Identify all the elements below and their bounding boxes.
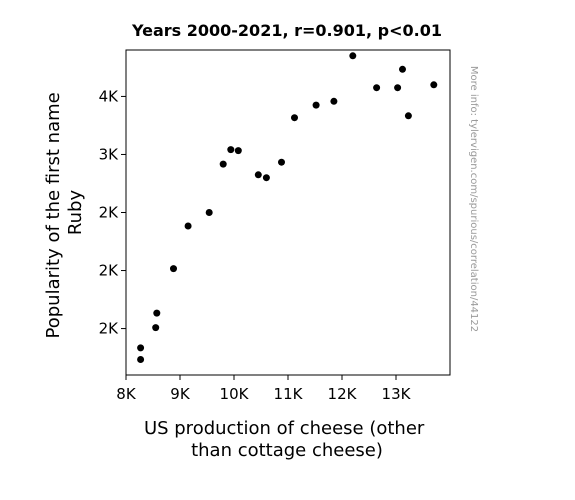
data-point-5 bbox=[184, 222, 192, 230]
x-tick-label-0: 8K bbox=[116, 385, 137, 403]
data-point-0 bbox=[137, 356, 145, 363]
data-point-14 bbox=[312, 101, 320, 109]
data-point-18 bbox=[394, 84, 402, 92]
data-point-6 bbox=[205, 209, 213, 216]
data-point-15 bbox=[330, 97, 338, 105]
x-axis-ticks: 8K 9K 10K 11K 12K 13K bbox=[116, 375, 412, 403]
data-point-4 bbox=[170, 265, 177, 273]
data-point-16 bbox=[349, 52, 357, 60]
data-point-19 bbox=[399, 65, 406, 73]
data-point-8 bbox=[227, 146, 235, 154]
data-point-13 bbox=[291, 114, 298, 122]
y-axis-ticks: 2K 2K 2K 3K 4K bbox=[99, 87, 126, 338]
x-tick-label-4: 12K bbox=[328, 385, 358, 403]
x-tick-label-5: 13K bbox=[382, 385, 412, 403]
data-point-7 bbox=[219, 160, 227, 168]
watermark: More info: tylervigen.com/spurious/corre… bbox=[468, 66, 479, 332]
y-tick-label-2: 2K bbox=[99, 204, 120, 222]
data-point-9 bbox=[234, 147, 242, 155]
x-tick-label-2: 10K bbox=[220, 385, 250, 403]
data-point-17 bbox=[373, 84, 381, 92]
x-tick-label-1: 9K bbox=[170, 385, 191, 403]
plot-area bbox=[125, 49, 451, 376]
y-tick-label-4: 4K bbox=[99, 87, 120, 105]
data-point-1 bbox=[137, 344, 145, 352]
data-point-20 bbox=[404, 112, 412, 120]
chart-title: Years 2000-2021, r=0.901, p<0.01 bbox=[131, 21, 442, 40]
y-tick-label-0: 2K bbox=[99, 320, 120, 338]
data-point-21 bbox=[430, 81, 438, 89]
y-tick-label-1: 2K bbox=[99, 262, 120, 280]
x-tick-label-3: 11K bbox=[274, 385, 304, 403]
data-point-12 bbox=[278, 158, 285, 166]
y-axis-label: Popularity of the first name Ruby bbox=[43, 87, 86, 339]
data-points bbox=[137, 52, 438, 363]
data-point-11 bbox=[262, 174, 270, 182]
y-tick-label-3: 3K bbox=[99, 145, 120, 163]
x-axis-label: US production of cheese (other than cott… bbox=[144, 418, 430, 461]
data-point-3 bbox=[153, 309, 161, 317]
data-point-10 bbox=[254, 171, 262, 179]
data-point-2 bbox=[152, 324, 160, 332]
